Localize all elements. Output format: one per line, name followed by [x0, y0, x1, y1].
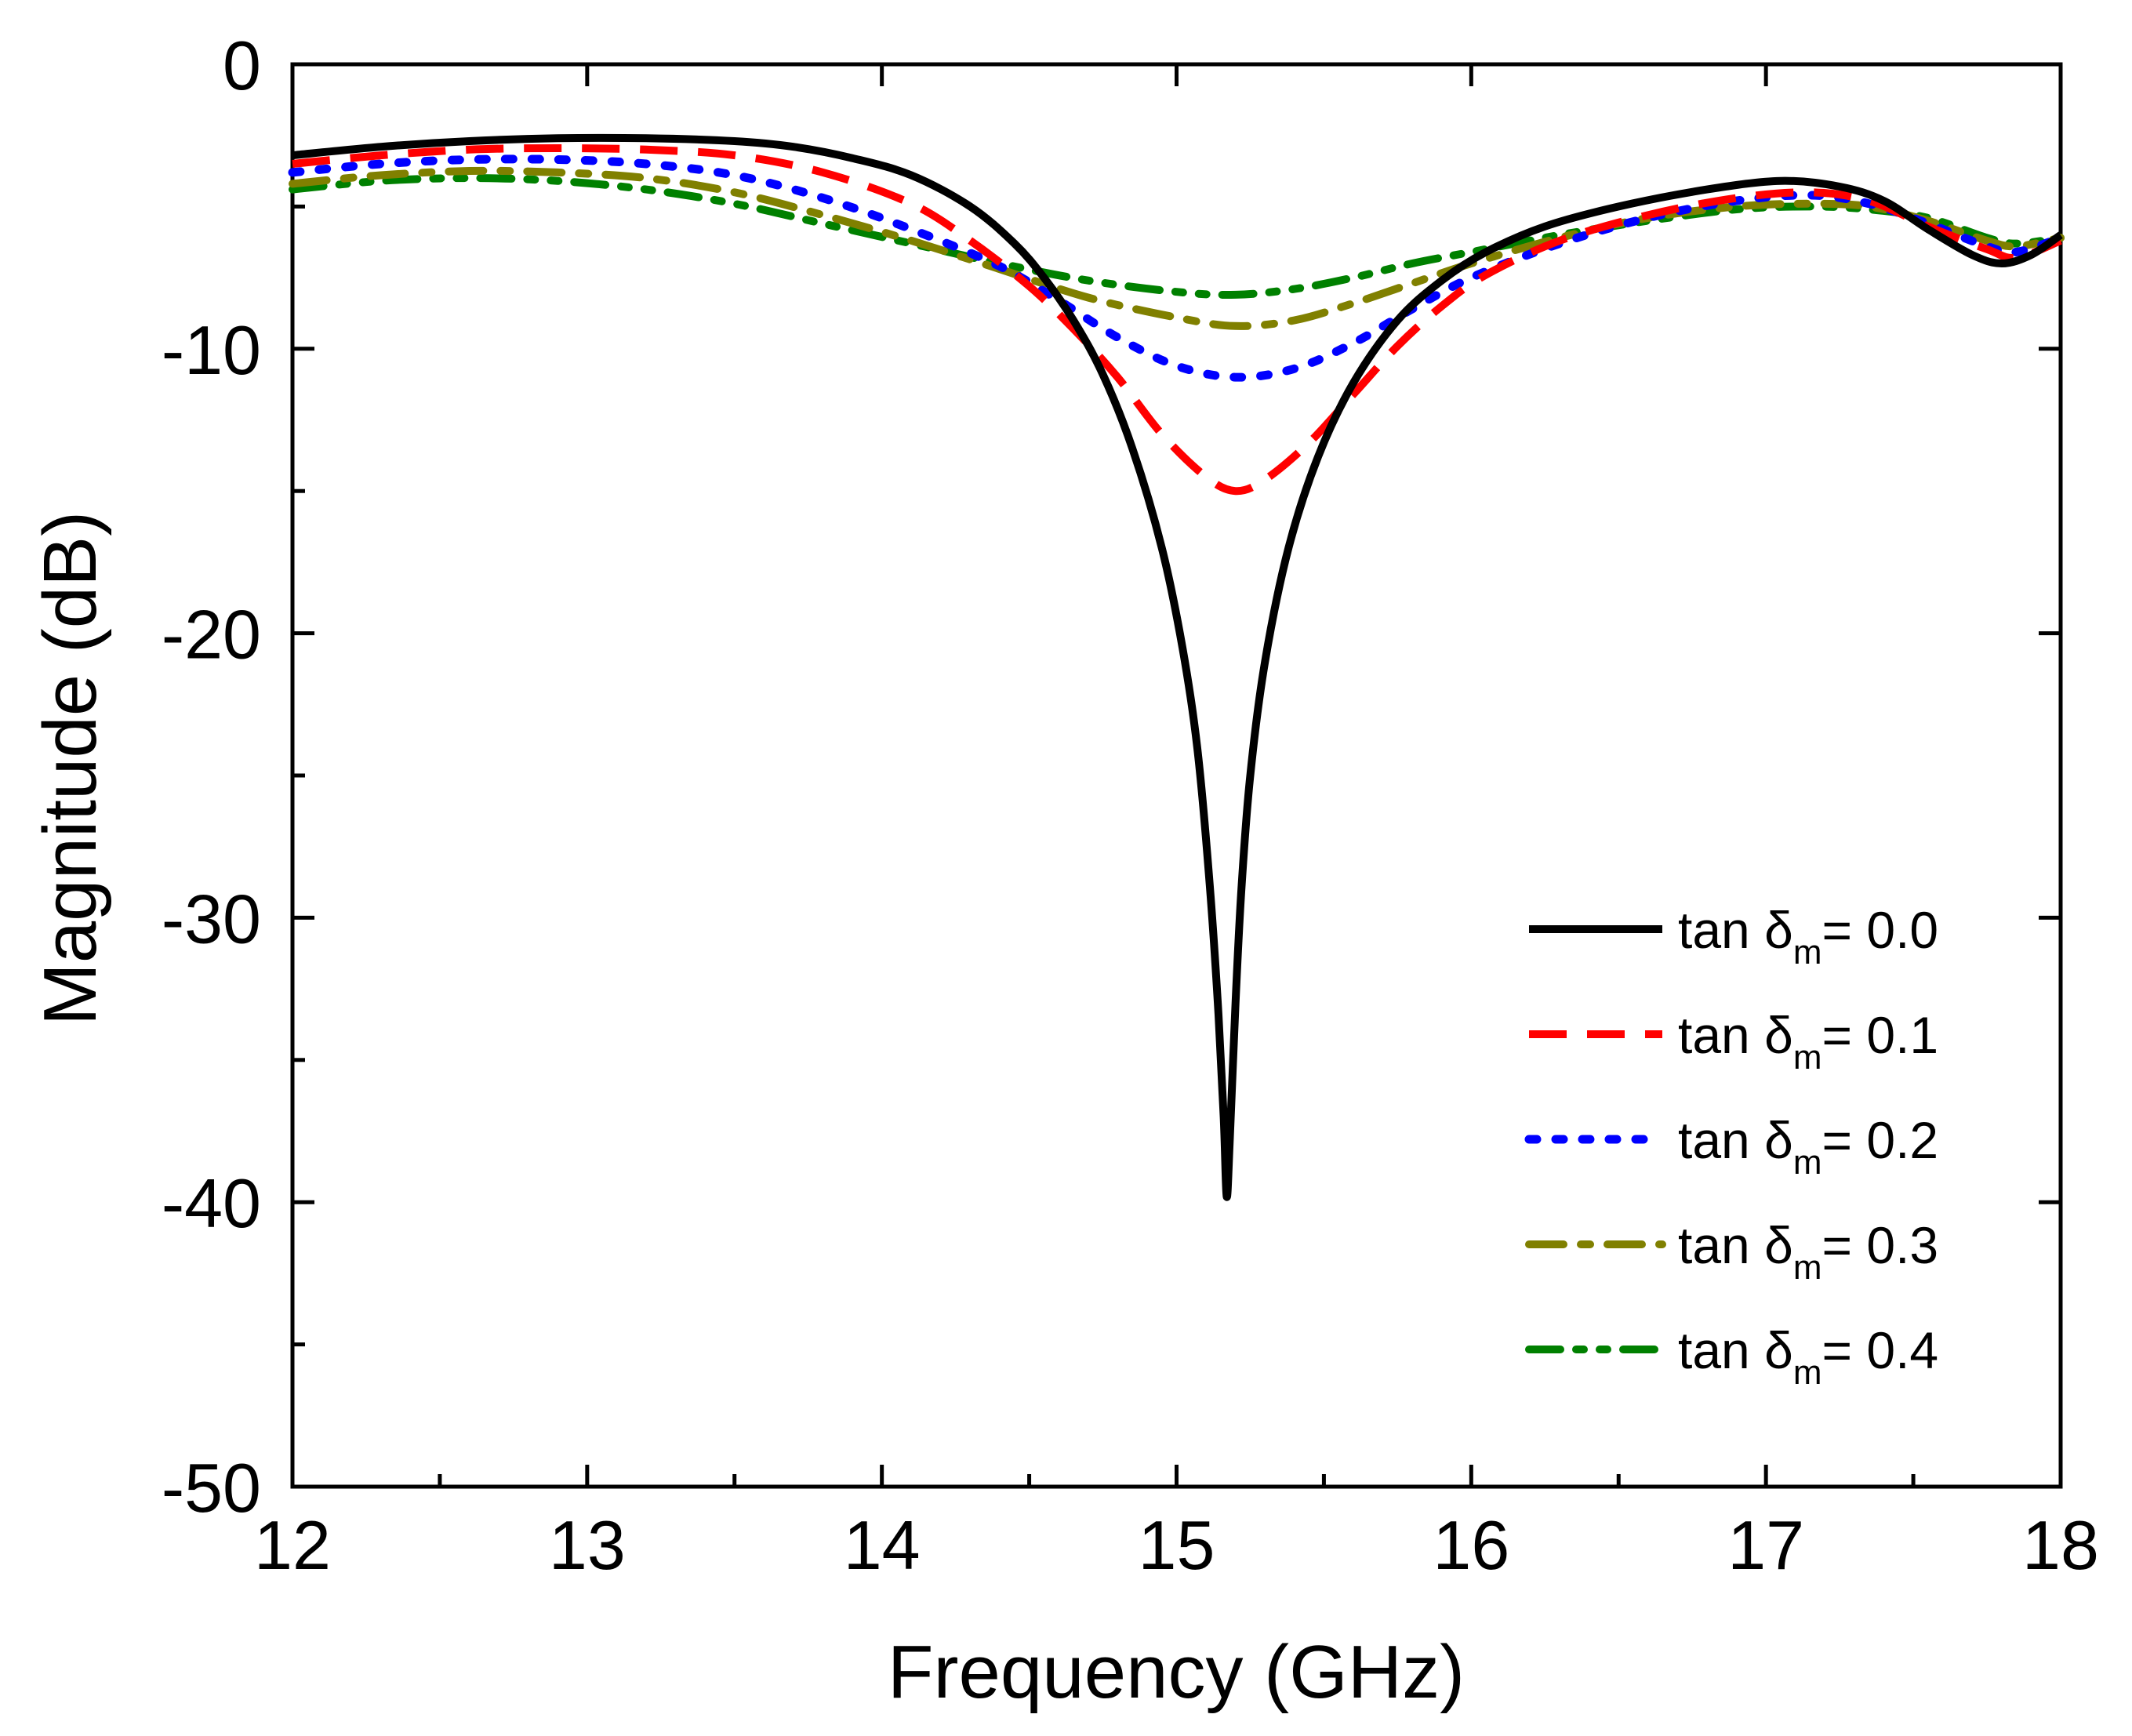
- series-line-1: [292, 144, 2062, 496]
- x-axis-title: Frequency (GHz): [888, 1630, 1465, 1714]
- y-tick-label: -50: [162, 1449, 261, 1527]
- x-tick-label: 17: [1727, 1506, 1804, 1584]
- y-tick-label: -40: [162, 1164, 261, 1242]
- legend-label-3: tan δm= 0.3: [1678, 1216, 1938, 1287]
- x-tick-label: 12: [254, 1506, 331, 1584]
- x-tick-label: 18: [2022, 1506, 2099, 1584]
- y-tick-label: 0: [223, 27, 261, 104]
- legend-label-2: tan δm= 0.2: [1678, 1111, 1938, 1182]
- legend-label-4: tan δm= 0.4: [1678, 1321, 1938, 1392]
- x-tick-label: 13: [549, 1506, 626, 1584]
- series-lines: [288, 133, 2065, 1201]
- y-tick-label: -30: [162, 880, 261, 957]
- series-line-0: [292, 133, 2063, 1201]
- legend-label-0: tan δm= 0.0: [1678, 901, 1938, 972]
- x-tick-label: 15: [1139, 1506, 1215, 1584]
- legend: tan δm= 0.0 tan δm= 0.1 tan δm= 0.2 tan δm=…: [1524, 901, 1938, 1392]
- y-axis-title: Magnitude (dB): [28, 511, 112, 1026]
- axes: 12 13 14 15 16 17 18 0 -10 -20 -30 -40 -50: [162, 27, 2099, 1584]
- x-tick-label: 14: [844, 1506, 921, 1584]
- series-line-3: [289, 166, 2065, 330]
- y-tick-label: -10: [162, 311, 261, 389]
- x-tick-label: 16: [1433, 1506, 1509, 1584]
- series-line-2: [288, 154, 2065, 382]
- y-tick-label: -20: [162, 596, 261, 674]
- legend-label-1: tan δm= 0.1: [1678, 1006, 1938, 1077]
